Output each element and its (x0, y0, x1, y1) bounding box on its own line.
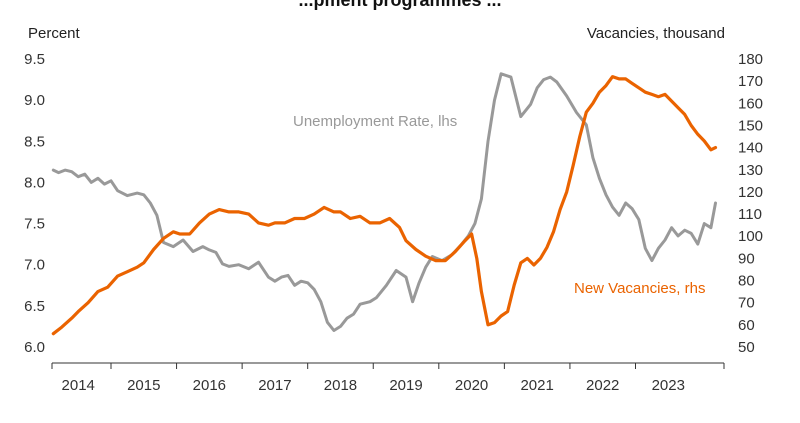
series-label-unemployment: Unemployment Rate, lhs (293, 113, 457, 130)
x-tick-label: 2023 (652, 377, 685, 394)
right-axis-title: Vacancies, thousand (587, 25, 725, 42)
left-tick-label: 7.5 (24, 216, 45, 233)
x-tick-label: 2018 (324, 377, 357, 394)
x-tick-label: 2015 (127, 377, 160, 394)
right-tick-label: 110 (738, 206, 762, 223)
left-tick-label: 8.5 (24, 133, 45, 150)
right-tick-label: 80 (738, 273, 755, 290)
right-tick-label: 180 (738, 51, 763, 68)
left-tick-label: 9.0 (24, 92, 45, 109)
unemployment-rate-line (51, 72, 717, 332)
right-tick-label: 60 (738, 317, 755, 334)
right-tick-label: 90 (738, 250, 755, 267)
right-tick-label: 50 (738, 339, 755, 356)
left-tick-label: 7.0 (24, 257, 45, 274)
x-tick-label: 2020 (455, 377, 488, 394)
series-layer (51, 72, 718, 336)
axes-layer: 2014 2015 2016 2017 2018 2019 2020 2021 2022 2023… (24, 51, 763, 394)
x-tick-label: 2019 (389, 377, 422, 394)
right-tick-label: 130 (738, 162, 763, 179)
right-tick-label: 170 (738, 73, 763, 90)
left-tick-label: 8.0 (24, 174, 45, 191)
x-tick-label: 2022 (586, 377, 619, 394)
new-vacancies-line (51, 75, 718, 336)
x-tick-label: 2016 (193, 377, 226, 394)
right-tick-label: 100 (738, 228, 763, 245)
x-tick-label: 2014 (62, 377, 95, 394)
right-tick-label: 140 (738, 140, 763, 157)
left-tick-label: 6.0 (24, 339, 45, 356)
chart-title: ...pment programmes ... (298, 0, 501, 10)
left-tick-label: 6.5 (24, 298, 45, 315)
right-tick-label: 120 (738, 184, 763, 201)
x-tick-label: 2021 (520, 377, 553, 394)
right-tick-label: 70 (738, 295, 755, 312)
x-tick-label: 2017 (258, 377, 291, 394)
right-tick-label: 160 (738, 95, 763, 112)
series-label-new-vacancies: New Vacancies, rhs (574, 280, 705, 297)
left-axis-title: Percent (28, 25, 81, 42)
right-tick-label: 150 (738, 117, 763, 134)
left-tick-label: 9.5 (24, 51, 45, 68)
